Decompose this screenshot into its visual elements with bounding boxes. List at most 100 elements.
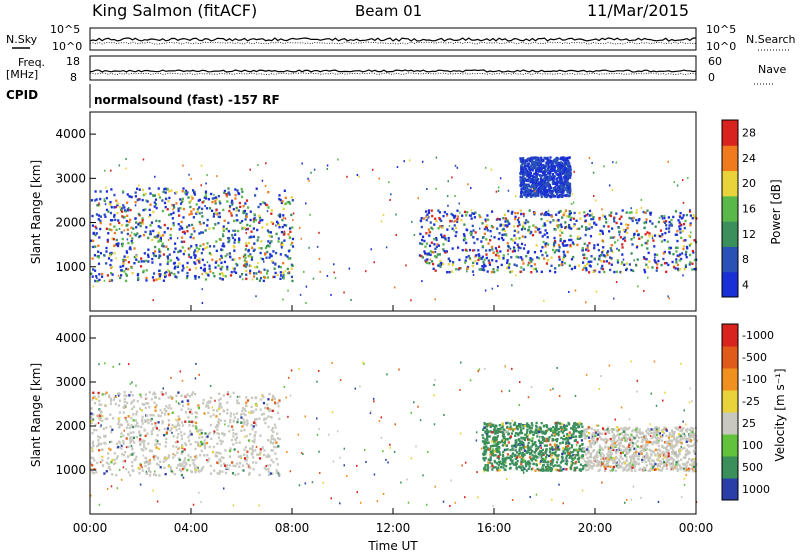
heatmap-cell — [123, 206, 126, 209]
heatmap-cell — [651, 222, 654, 225]
heatmap-cell — [98, 236, 101, 239]
heatmap-cell — [492, 268, 495, 271]
heatmap-cell — [253, 435, 256, 438]
heatmap-cell — [548, 191, 551, 194]
heatmap-cell — [149, 462, 152, 465]
heatmap-cell — [663, 216, 666, 220]
heatmap-cell — [227, 187, 230, 190]
heatmap-cell — [541, 253, 544, 257]
heatmap-cell — [326, 164, 329, 167]
heatmap-cell — [123, 459, 127, 463]
heatmap-cell — [261, 226, 264, 229]
heatmap-cell — [116, 393, 120, 396]
heatmap-cell — [418, 254, 422, 257]
heatmap-cell — [552, 243, 556, 247]
heatmap-cell — [493, 428, 496, 432]
heatmap-cell — [543, 439, 546, 443]
heatmap-cell — [222, 227, 225, 230]
heatmap-cell — [200, 251, 203, 255]
heatmap-cell — [267, 240, 270, 243]
heatmap-cell — [588, 456, 591, 459]
heatmap-cell — [213, 212, 216, 216]
heatmap-cell — [563, 458, 566, 461]
heatmap-cell — [501, 459, 505, 462]
heatmap-cell — [438, 262, 441, 266]
heatmap-cell — [560, 436, 563, 440]
heatmap-cell — [653, 245, 656, 248]
heatmap-cell — [152, 392, 155, 396]
heatmap-cell — [132, 227, 135, 230]
heatmap-cell — [269, 409, 272, 412]
heatmap-cell — [244, 256, 247, 260]
heatmap-cell — [146, 200, 149, 203]
heatmap-cell — [425, 242, 429, 245]
heatmap-cell — [527, 173, 530, 177]
heatmap-cell — [550, 164, 553, 168]
heatmap-cell — [228, 205, 232, 208]
heatmap-cell — [189, 410, 192, 414]
heatmap-cell — [582, 261, 585, 264]
heatmap-cell — [116, 455, 119, 458]
heatmap-cell — [179, 464, 182, 468]
heatmap-cell — [534, 179, 537, 183]
heatmap-cell — [544, 191, 547, 194]
heatmap-cell — [656, 266, 659, 270]
heatmap-cell — [489, 445, 493, 448]
heatmap-cell — [559, 466, 562, 469]
heatmap-cell — [490, 225, 493, 228]
heatmap-cell — [495, 259, 498, 263]
heatmap-cell — [542, 240, 545, 244]
heatmap-cell — [520, 446, 523, 450]
heatmap-cell — [608, 230, 611, 233]
heatmap-cell — [143, 403, 146, 406]
heatmap-cell — [456, 220, 459, 224]
heatmap-cell — [125, 467, 128, 471]
heatmap-cell — [198, 429, 201, 432]
heatmap-cell — [144, 192, 147, 196]
heatmap-cell — [270, 449, 273, 452]
heatmap-cell — [98, 436, 102, 439]
heatmap-cell — [491, 248, 494, 251]
heatmap-cell — [425, 261, 429, 265]
heatmap-cell — [470, 217, 473, 220]
heatmap-cell — [557, 195, 560, 198]
heatmap-cell — [555, 172, 558, 175]
heatmap-cell — [149, 203, 152, 206]
heatmap-cell — [90, 199, 94, 202]
heatmap-cell — [214, 454, 217, 458]
heatmap-cell — [226, 408, 229, 412]
heatmap-cell — [540, 157, 543, 160]
heatmap-cell — [564, 254, 567, 258]
heatmap-cell — [546, 235, 549, 239]
heatmap-cell — [153, 391, 156, 394]
heatmap-cell — [173, 472, 176, 476]
heatmap-cell — [178, 214, 181, 217]
heatmap-cell — [130, 402, 133, 405]
heatmap-cell — [109, 200, 112, 204]
heatmap-cell — [434, 247, 437, 250]
heatmap-cell — [537, 191, 540, 195]
heatmap-cell — [212, 227, 215, 230]
heatmap-cell — [478, 254, 481, 257]
frequency-panel — [89, 55, 697, 81]
heatmap-cell — [574, 289, 577, 292]
heatmap-cell — [496, 269, 499, 272]
heatmap-cell — [126, 455, 130, 459]
heatmap-cell — [219, 452, 222, 455]
heatmap-cell — [510, 212, 513, 215]
heatmap-cell — [290, 267, 293, 270]
heatmap-cell — [291, 237, 295, 241]
heatmap-cell — [233, 241, 236, 244]
heatmap-cell — [95, 213, 99, 216]
y-tick-label: 1000 — [55, 260, 86, 274]
heatmap-cell — [555, 190, 558, 194]
heatmap-cell — [538, 441, 542, 445]
heatmap-cell — [578, 211, 581, 215]
heatmap-cell — [630, 252, 633, 255]
heatmap-cell — [126, 268, 130, 271]
heatmap-cell — [533, 213, 536, 216]
heatmap-cell — [537, 194, 540, 197]
heatmap-cell — [528, 438, 531, 441]
heatmap-cell — [132, 405, 136, 408]
heatmap-cell — [228, 455, 232, 458]
